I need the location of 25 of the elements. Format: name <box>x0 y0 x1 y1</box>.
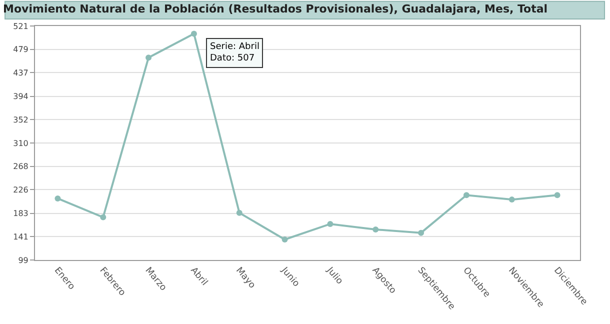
point <box>463 192 470 198</box>
y-tick-label: 352 <box>13 116 28 125</box>
y-tick-label: 268 <box>13 162 28 172</box>
y-tick-label: 226 <box>13 185 28 194</box>
point <box>236 210 242 216</box>
point <box>146 54 152 61</box>
annotation: Serie: Abril Dato: 507 <box>210 42 260 64</box>
y-tick-label: 437 <box>13 68 28 78</box>
point <box>508 196 515 203</box>
point <box>418 230 424 236</box>
y-tick-label: 310 <box>13 138 28 148</box>
point <box>372 226 379 232</box>
point <box>282 236 288 242</box>
point <box>190 30 197 37</box>
y-tick-label: 183 <box>13 209 28 218</box>
y-tick-label: 521 <box>13 22 28 31</box>
point <box>100 214 106 220</box>
point <box>327 220 334 227</box>
y-tick-label: 141 <box>13 232 28 242</box>
chart-title: Movimiento Natural de la Población (Resultados Provisionales), Guadalajara, Mes, Total <box>3 2 548 16</box>
point <box>54 195 61 202</box>
y-tick-label: 394 <box>13 92 28 102</box>
y-tick-label: 99 <box>18 256 28 265</box>
point <box>554 192 560 198</box>
y-tick-label: 479 <box>13 45 28 54</box>
